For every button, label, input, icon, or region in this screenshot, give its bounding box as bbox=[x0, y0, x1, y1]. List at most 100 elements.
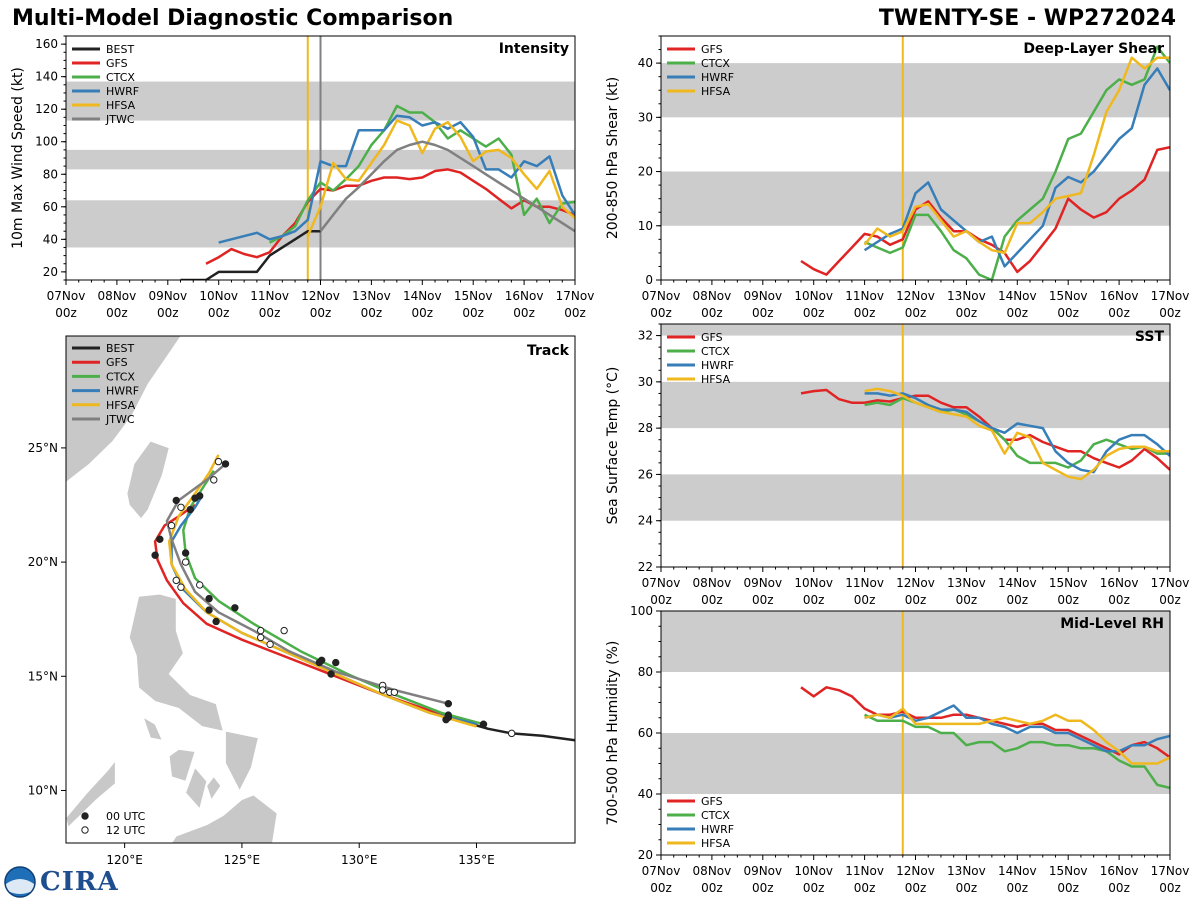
x-tick-label-date: 17Nov bbox=[1151, 289, 1190, 303]
x-tick-label-hour: 00z bbox=[956, 593, 978, 607]
track-marker-00utc bbox=[327, 670, 335, 678]
axes-frame bbox=[65, 335, 576, 844]
legend-marker-00utc bbox=[81, 812, 89, 820]
x-tick-label-date: 12Nov bbox=[301, 289, 340, 303]
track-marker-00utc bbox=[442, 715, 450, 724]
x-tick-label-date: 09Nov bbox=[743, 576, 782, 590]
x-tick-label-hour: 00z bbox=[1108, 306, 1130, 320]
track-marker-12utc bbox=[196, 581, 204, 589]
y-tick-label: 160 bbox=[35, 37, 58, 51]
track-marker-00utc bbox=[172, 496, 180, 505]
x-tick-label-hour: 00z bbox=[1007, 593, 1029, 607]
shaded-band bbox=[661, 381, 1170, 429]
x-tick-label-date: 13Nov bbox=[352, 289, 391, 303]
x-tick-label-hour: 00z bbox=[1007, 881, 1029, 895]
legend-label-hwrf: HWRF bbox=[701, 823, 734, 836]
legend-marker-12utc bbox=[81, 826, 89, 834]
legend-label-ctcx: CTCX bbox=[106, 370, 135, 383]
land-mass bbox=[206, 776, 222, 801]
x-tick-label-hour: 00z bbox=[55, 306, 77, 320]
figure-title: Multi-Model Diagnostic Comparison bbox=[12, 6, 454, 31]
x-tick-label-date: 15Nov bbox=[1049, 289, 1088, 303]
x-tick-label-hour: 00z bbox=[701, 306, 723, 320]
x-tick-label-hour: 00z bbox=[1108, 881, 1130, 895]
legend-label-gfs: GFS bbox=[106, 57, 128, 70]
x-tick-label-date: 09Nov bbox=[743, 289, 782, 303]
noaa-logo-icon bbox=[4, 866, 36, 898]
track-marker-00utc bbox=[444, 699, 453, 708]
y-tick-label: 0 bbox=[645, 273, 653, 287]
series-line-ctcx bbox=[269, 104, 575, 244]
map-area bbox=[66, 336, 575, 843]
x-tick-label-hour: 00z bbox=[106, 306, 128, 320]
x-tick-label-hour: 00z bbox=[956, 306, 978, 320]
track-line-jtwc bbox=[165, 462, 449, 705]
y-tick-label: 20 bbox=[638, 848, 653, 862]
plot-area bbox=[661, 36, 1170, 280]
series-line-hfsa bbox=[864, 387, 1170, 481]
track-marker-00utc bbox=[315, 658, 324, 667]
land-mass bbox=[66, 336, 182, 483]
x-tick-label: 130°E bbox=[341, 853, 378, 867]
x-tick-label-date: 08Nov bbox=[693, 289, 732, 303]
x-tick-label: 120°E bbox=[106, 853, 143, 867]
y-tick-label: 40 bbox=[638, 56, 653, 70]
panel-title: Intensity bbox=[499, 41, 569, 57]
y-tick-label: 10°N bbox=[28, 783, 58, 797]
track-marker-00utc bbox=[221, 460, 230, 468]
track-marker-00utc bbox=[231, 604, 239, 612]
series-line-hwrf bbox=[863, 67, 1170, 268]
legend-label-ctcx: CTCX bbox=[701, 57, 730, 70]
legend-label-hfsa: HFSA bbox=[701, 85, 731, 98]
x-tick-label-hour: 00z bbox=[854, 593, 876, 607]
legend-label-gfs: GFS bbox=[701, 43, 723, 56]
x-tick-label-hour: 00z bbox=[1057, 881, 1079, 895]
x-tick-label-date: 14Nov bbox=[403, 289, 442, 303]
x-tick-label-hour: 00z bbox=[259, 306, 281, 320]
x-tick-label-date: 11Nov bbox=[845, 289, 884, 303]
y-axis-label: 10m Max Wind Speed (kt) bbox=[10, 67, 26, 249]
x-tick-label-hour: 00z bbox=[701, 881, 723, 895]
y-tick-label: 120 bbox=[35, 102, 58, 116]
series-line-ctcx bbox=[864, 45, 1170, 280]
x-tick-label-date: 13Nov bbox=[947, 289, 986, 303]
track-marker-12utc bbox=[172, 576, 180, 585]
track-marker-00utc bbox=[205, 594, 213, 603]
track-marker-12utc bbox=[177, 583, 185, 591]
land-mass bbox=[171, 794, 278, 843]
track-marker-12utc bbox=[378, 686, 387, 694]
x-tick-label-hour: 00z bbox=[361, 306, 383, 320]
y-tick-label: 28 bbox=[638, 421, 653, 435]
series-line-jtwc bbox=[319, 140, 575, 233]
y-tick-label: 15°N bbox=[28, 669, 58, 683]
cira-logo: CIRA bbox=[4, 866, 119, 898]
x-tick-label-hour: 00z bbox=[803, 306, 825, 320]
track-marker-00utc bbox=[479, 720, 488, 728]
series-line-gfs bbox=[800, 686, 1170, 759]
y-tick-label: 25°N bbox=[28, 441, 58, 455]
x-tick-label-date: 17Nov bbox=[1151, 576, 1190, 590]
x-tick-label-date: 10Nov bbox=[794, 289, 833, 303]
legend-label-hfsa: HFSA bbox=[701, 837, 731, 850]
y-tick-label: 22 bbox=[638, 560, 653, 574]
x-tick-label-hour: 00z bbox=[905, 881, 927, 895]
shaded-band bbox=[661, 733, 1170, 794]
legend-label-hwrf: HWRF bbox=[701, 359, 734, 372]
panel-title: Track bbox=[527, 343, 570, 359]
legend-label-ctcx: CTCX bbox=[701, 809, 730, 822]
legend-label-hfsa: HFSA bbox=[701, 373, 731, 386]
storm-id-title: TWENTY-SE - WP272024 bbox=[878, 6, 1176, 31]
x-tick-label-hour: 00z bbox=[564, 306, 586, 320]
shaded-band bbox=[661, 474, 1170, 521]
y-axis-label: 200-850 hPa Shear (kt) bbox=[605, 77, 621, 239]
x-tick-label-hour: 00z bbox=[650, 881, 672, 895]
y-tick-label: 140 bbox=[35, 70, 58, 84]
x-tick-label-hour: 00z bbox=[752, 881, 774, 895]
x-tick-label-hour: 00z bbox=[650, 593, 672, 607]
shaded-band bbox=[661, 63, 1170, 118]
legend-label-hwrf: HWRF bbox=[106, 385, 139, 398]
x-tick-label-date: 09Nov bbox=[743, 864, 782, 878]
track-marker-00utc bbox=[196, 492, 204, 500]
track-marker-00utc bbox=[186, 505, 195, 514]
